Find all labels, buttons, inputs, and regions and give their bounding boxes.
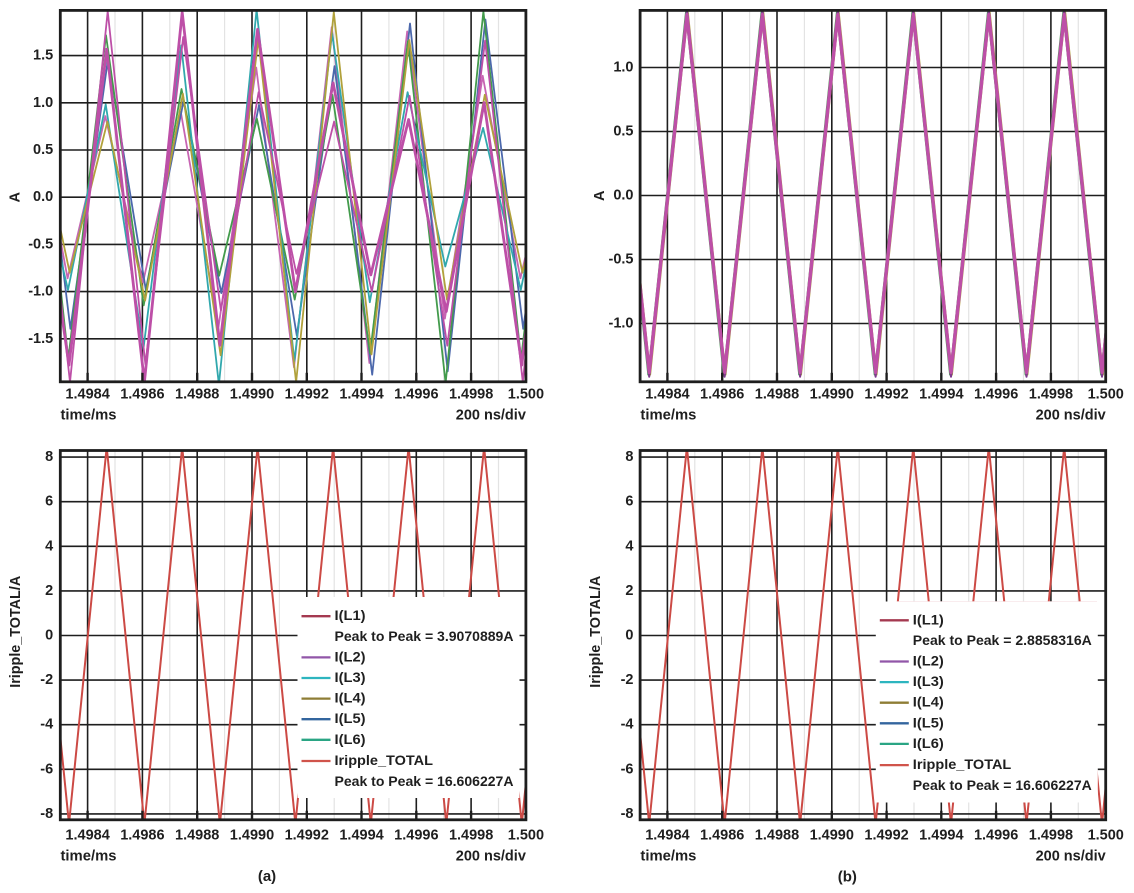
svg-text:1.500: 1.500 xyxy=(508,828,544,844)
svg-text:Peak to Peak = 2.8858316A: Peak to Peak = 2.8858316A xyxy=(913,633,1092,649)
svg-text:time/ms: time/ms xyxy=(640,849,696,865)
svg-text:(b): (b) xyxy=(838,869,857,886)
svg-text:Iripple_TOTAL/A: Iripple_TOTAL/A xyxy=(8,575,24,688)
svg-text:200 ns/div: 200 ns/div xyxy=(456,849,526,865)
svg-text:1.4998: 1.4998 xyxy=(449,387,493,403)
svg-text:0.0: 0.0 xyxy=(613,188,633,204)
svg-text:1.4998: 1.4998 xyxy=(1029,387,1073,403)
svg-text:Iripple_TOTAL: Iripple_TOTAL xyxy=(335,753,434,769)
svg-text:0.5: 0.5 xyxy=(613,124,633,140)
svg-text:1.4990: 1.4990 xyxy=(810,387,854,403)
svg-text:1.500: 1.500 xyxy=(1088,387,1124,403)
svg-text:8: 8 xyxy=(45,449,53,465)
svg-text:1.4994: 1.4994 xyxy=(339,828,383,844)
svg-text:1.4986: 1.4986 xyxy=(120,387,164,403)
svg-text:-1.0: -1.0 xyxy=(609,316,634,332)
svg-text:Peak to Peak = 3.9070889A: Peak to Peak = 3.9070889A xyxy=(335,629,514,645)
svg-text:1.4990: 1.4990 xyxy=(230,828,274,844)
svg-text:0: 0 xyxy=(45,628,53,644)
svg-text:6: 6 xyxy=(625,494,633,510)
svg-text:I(L5): I(L5) xyxy=(335,711,366,727)
svg-text:I(L6): I(L6) xyxy=(335,732,366,748)
svg-text:I(L4): I(L4) xyxy=(335,691,366,707)
svg-text:1.4984: 1.4984 xyxy=(645,828,689,844)
svg-text:1.4996: 1.4996 xyxy=(974,387,1018,403)
svg-text:1.5: 1.5 xyxy=(33,48,53,64)
svg-text:1.4992: 1.4992 xyxy=(864,828,908,844)
svg-text:1.4990: 1.4990 xyxy=(230,387,274,403)
svg-text:-4: -4 xyxy=(621,717,634,733)
svg-text:2: 2 xyxy=(625,583,633,599)
svg-text:1.500: 1.500 xyxy=(508,387,544,403)
svg-text:1.4992: 1.4992 xyxy=(285,828,329,844)
svg-text:Iripple_TOTAL: Iripple_TOTAL xyxy=(913,757,1012,773)
svg-text:2: 2 xyxy=(45,583,53,599)
svg-text:200 ns/div: 200 ns/div xyxy=(456,408,526,424)
svg-text:(a): (a) xyxy=(258,868,276,885)
svg-text:4: 4 xyxy=(625,538,633,554)
svg-text:1.4988: 1.4988 xyxy=(175,387,219,403)
svg-text:I(L3): I(L3) xyxy=(913,674,944,690)
svg-text:-4: -4 xyxy=(40,717,53,733)
svg-text:I(L4): I(L4) xyxy=(913,695,944,711)
svg-text:6: 6 xyxy=(45,494,53,510)
svg-text:1.4988: 1.4988 xyxy=(755,828,799,844)
svg-text:1.4992: 1.4992 xyxy=(864,387,908,403)
svg-text:time/ms: time/ms xyxy=(61,408,117,424)
svg-text:1.500: 1.500 xyxy=(1088,828,1124,844)
svg-text:1.4994: 1.4994 xyxy=(919,828,963,844)
svg-text:8: 8 xyxy=(625,449,633,465)
svg-text:1.4992: 1.4992 xyxy=(285,387,329,403)
svg-text:1.4988: 1.4988 xyxy=(175,828,219,844)
svg-text:-2: -2 xyxy=(40,672,53,688)
svg-text:-0.5: -0.5 xyxy=(609,252,634,268)
svg-text:0.0: 0.0 xyxy=(33,189,53,205)
svg-text:1.4984: 1.4984 xyxy=(65,828,109,844)
svg-text:1.4986: 1.4986 xyxy=(700,828,744,844)
svg-text:1.4998: 1.4998 xyxy=(1029,828,1073,844)
svg-text:I(L2): I(L2) xyxy=(913,654,944,670)
svg-text:A: A xyxy=(8,191,24,202)
svg-text:-2: -2 xyxy=(621,672,634,688)
svg-text:I(L2): I(L2) xyxy=(335,649,366,665)
svg-text:time/ms: time/ms xyxy=(640,408,696,424)
svg-text:-6: -6 xyxy=(40,761,53,777)
svg-text:-1.5: -1.5 xyxy=(28,331,53,347)
svg-text:1.4996: 1.4996 xyxy=(974,828,1018,844)
svg-text:-8: -8 xyxy=(40,806,53,822)
svg-text:4: 4 xyxy=(45,538,53,554)
svg-text:200 ns/div: 200 ns/div xyxy=(1036,849,1106,865)
svg-text:-8: -8 xyxy=(621,806,634,822)
svg-text:Peak to Peak = 16.606227A: Peak to Peak = 16.606227A xyxy=(913,778,1092,794)
svg-text:A: A xyxy=(592,190,608,201)
svg-text:1.4996: 1.4996 xyxy=(394,828,438,844)
svg-text:I(L1): I(L1) xyxy=(913,612,944,628)
svg-text:time/ms: time/ms xyxy=(61,849,117,865)
svg-text:1.4996: 1.4996 xyxy=(394,387,438,403)
svg-text:1.4986: 1.4986 xyxy=(120,828,164,844)
svg-text:-1.0: -1.0 xyxy=(28,284,53,300)
svg-text:-0.5: -0.5 xyxy=(28,236,53,252)
svg-text:1.4994: 1.4994 xyxy=(339,387,383,403)
svg-text:0: 0 xyxy=(625,628,633,644)
svg-text:1.4998: 1.4998 xyxy=(449,828,493,844)
svg-text:0.5: 0.5 xyxy=(33,142,53,158)
svg-text:1.4984: 1.4984 xyxy=(645,387,689,403)
svg-text:1.4994: 1.4994 xyxy=(919,387,963,403)
svg-text:1.4986: 1.4986 xyxy=(700,387,744,403)
svg-text:Peak to Peak = 16.606227A: Peak to Peak = 16.606227A xyxy=(335,774,514,790)
svg-text:I(L6): I(L6) xyxy=(913,736,944,752)
svg-text:1.4990: 1.4990 xyxy=(810,828,854,844)
svg-text:I(L3): I(L3) xyxy=(335,670,366,686)
svg-text:1.0: 1.0 xyxy=(33,95,53,111)
svg-text:200 ns/div: 200 ns/div xyxy=(1036,408,1106,424)
svg-text:I(L5): I(L5) xyxy=(913,715,944,731)
svg-text:-6: -6 xyxy=(621,761,634,777)
svg-text:1.4984: 1.4984 xyxy=(65,387,109,403)
svg-text:I(L1): I(L1) xyxy=(335,608,366,624)
svg-text:Iripple_TOTAL/A: Iripple_TOTAL/A xyxy=(588,575,604,688)
svg-text:1.0: 1.0 xyxy=(613,60,633,76)
svg-text:1.4988: 1.4988 xyxy=(755,387,799,403)
